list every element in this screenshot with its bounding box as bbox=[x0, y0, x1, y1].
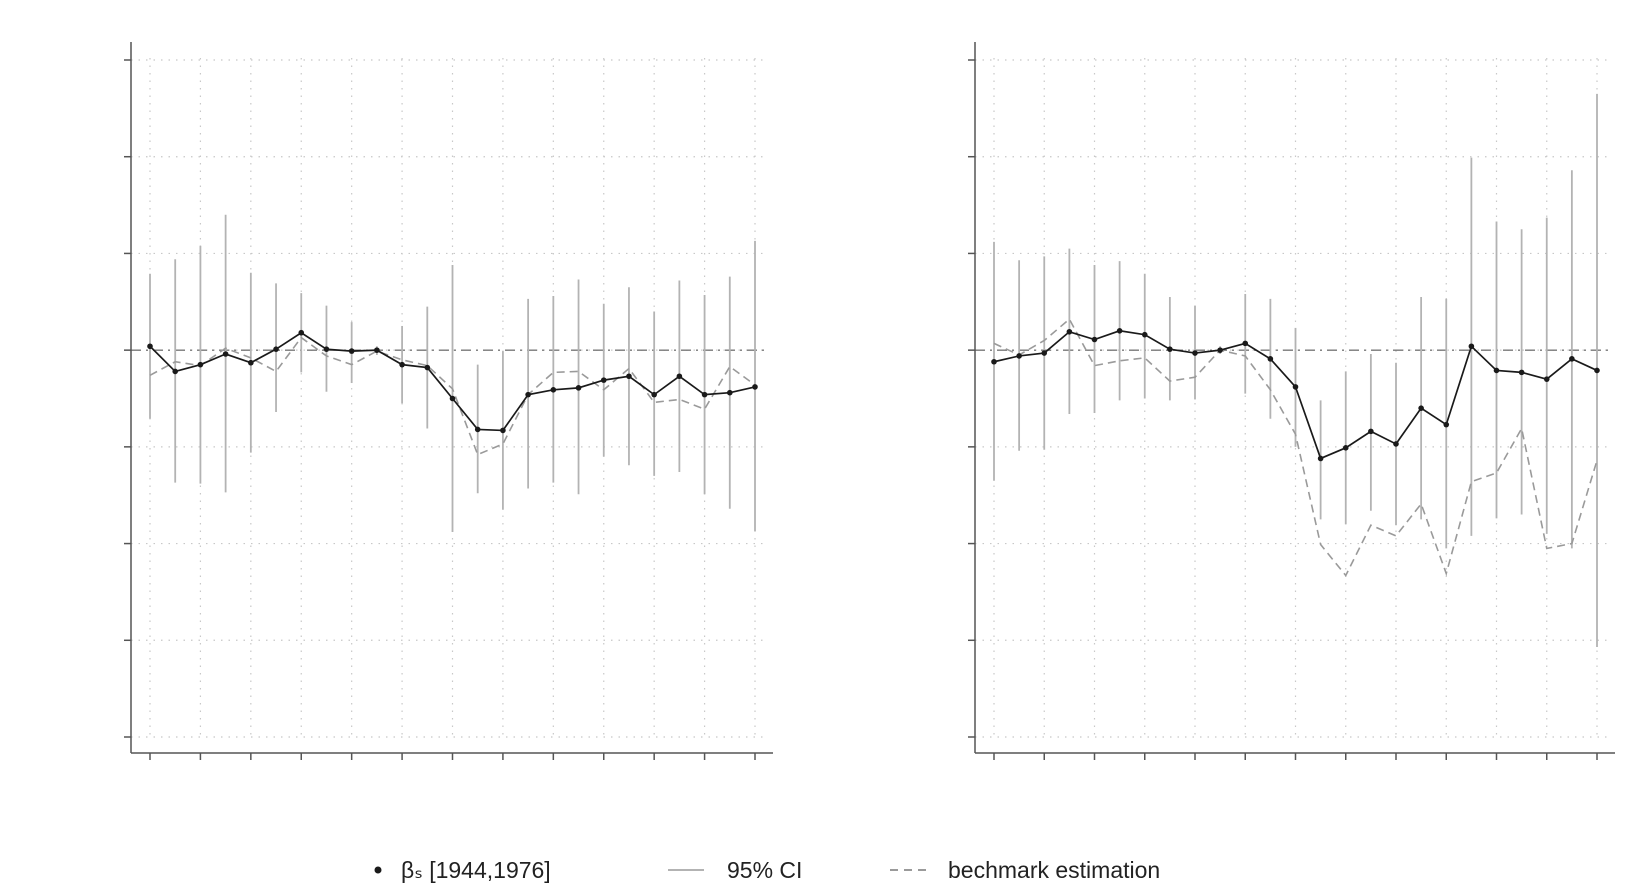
beta-point bbox=[1493, 367, 1500, 374]
beta-point bbox=[172, 368, 179, 375]
beta-point bbox=[399, 361, 405, 368]
beta-point bbox=[1141, 331, 1148, 338]
beta-point bbox=[424, 364, 431, 371]
beta-point bbox=[298, 329, 305, 336]
beta-point bbox=[1192, 350, 1198, 356]
beta-point bbox=[1368, 428, 1374, 435]
beta-point bbox=[991, 358, 997, 365]
beta-point bbox=[575, 385, 582, 391]
beta-point bbox=[1393, 441, 1399, 447]
benchmark-series-line bbox=[149, 336, 756, 456]
panel-i3 bbox=[124, 42, 773, 760]
beta-point bbox=[1594, 367, 1600, 374]
beta-point bbox=[147, 343, 153, 350]
beta-point bbox=[273, 346, 279, 352]
beta-point bbox=[626, 373, 632, 380]
beta-point bbox=[1091, 336, 1098, 343]
beta-point bbox=[525, 391, 531, 398]
beta-point bbox=[323, 346, 330, 352]
benchmark-series-line bbox=[993, 317, 1598, 577]
beta-point bbox=[752, 384, 758, 390]
beta-point bbox=[1016, 353, 1022, 359]
beta-point bbox=[701, 391, 708, 398]
beta-point bbox=[500, 427, 506, 434]
beta-point bbox=[1292, 384, 1299, 390]
legend: βₛ [1944,1976] 95% CI bechmark estimatio… bbox=[374, 857, 1160, 883]
beta-point bbox=[651, 391, 657, 398]
beta-point bbox=[474, 426, 481, 433]
beta-point bbox=[1543, 376, 1550, 382]
beta-point bbox=[197, 361, 204, 368]
beta-point bbox=[1518, 369, 1525, 376]
beta-point bbox=[1066, 328, 1073, 335]
legend-label-beta: βₛ [1944,1976] bbox=[401, 857, 551, 883]
beta-point bbox=[449, 395, 456, 402]
beta-point bbox=[1317, 455, 1324, 462]
beta-point bbox=[374, 347, 380, 353]
legend-point-marker bbox=[374, 866, 382, 874]
beta-point bbox=[550, 386, 557, 393]
beta-point bbox=[222, 351, 229, 357]
beta-point bbox=[726, 389, 733, 396]
legend-label-ci: 95% CI bbox=[727, 857, 802, 883]
beta-point bbox=[676, 373, 683, 380]
beta-point bbox=[1443, 421, 1450, 428]
beta-point bbox=[600, 377, 607, 383]
beta-point bbox=[1569, 356, 1575, 362]
beta-point bbox=[248, 359, 254, 366]
beta-point bbox=[348, 348, 355, 354]
beta-point bbox=[1418, 405, 1424, 411]
beta-point bbox=[1242, 340, 1249, 347]
beta-point bbox=[1342, 445, 1349, 451]
beta-point bbox=[1468, 343, 1475, 350]
beta-point bbox=[1217, 347, 1223, 353]
beta-point bbox=[1041, 350, 1048, 356]
panel-i4 bbox=[968, 42, 1615, 760]
legend-label-benchmark: bechmark estimation bbox=[948, 857, 1160, 883]
beta-point bbox=[1167, 346, 1173, 352]
beta-point bbox=[1267, 356, 1274, 362]
beta-point bbox=[1116, 328, 1123, 334]
